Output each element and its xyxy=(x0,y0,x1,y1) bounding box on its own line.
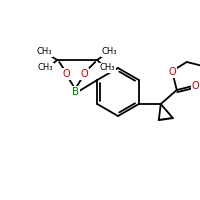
Text: O: O xyxy=(62,69,70,79)
Text: CH₃: CH₃ xyxy=(37,64,53,72)
Text: CH₃: CH₃ xyxy=(99,64,115,72)
Text: CH₃: CH₃ xyxy=(101,47,117,56)
Text: B: B xyxy=(72,87,79,97)
Text: CH₃: CH₃ xyxy=(36,47,52,56)
Text: O: O xyxy=(192,81,200,91)
Text: O: O xyxy=(169,67,177,77)
Text: O: O xyxy=(80,69,88,79)
